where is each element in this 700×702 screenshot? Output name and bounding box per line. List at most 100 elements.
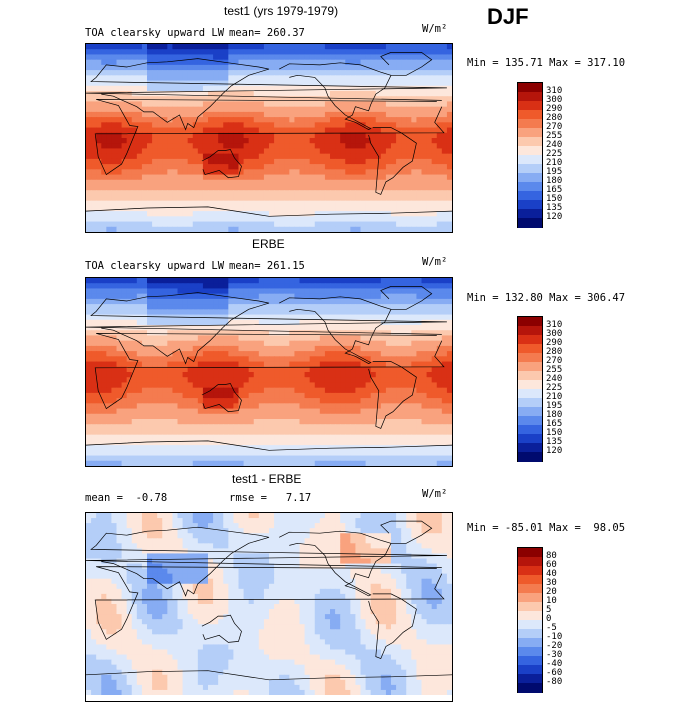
field-cell: [361, 278, 367, 284]
field-cell: [117, 294, 123, 300]
field-cell: [274, 175, 280, 181]
field-cell: [366, 211, 372, 217]
field-cell: [340, 148, 346, 154]
field-cell: [86, 117, 92, 123]
field-cell: [432, 304, 438, 310]
field-cell: [269, 362, 275, 368]
field-cell: [350, 227, 356, 232]
field-cell: [111, 424, 117, 430]
field-cell: [411, 356, 417, 362]
field-cell: [310, 164, 316, 170]
field-cell: [244, 335, 250, 341]
field-cell: [345, 143, 351, 149]
field-cell: [167, 304, 173, 310]
field-cell: [193, 388, 199, 394]
field-cell: [264, 143, 270, 149]
field-cell: [178, 138, 184, 144]
field-cell: [401, 351, 407, 357]
field-cell: [228, 414, 234, 420]
field-cell: [203, 101, 209, 107]
field-cell: [249, 346, 255, 352]
field-cell: [350, 143, 356, 149]
field-cell: [203, 185, 209, 191]
field-cell: [386, 299, 392, 305]
field-cell: [142, 372, 148, 378]
field-cell: [320, 377, 326, 383]
field-cell: [406, 435, 412, 441]
field-cell: [269, 70, 275, 76]
field-cell: [101, 128, 107, 134]
field-cell: [416, 107, 422, 113]
field-cell: [193, 86, 199, 92]
field-cell: [122, 372, 128, 378]
field-cell: [157, 440, 163, 446]
field-cell: [300, 49, 306, 55]
field-cell: [447, 54, 452, 60]
field-cell: [249, 44, 255, 50]
field-cell: [320, 346, 326, 352]
field-cell: [294, 138, 300, 144]
field-cell: [162, 169, 168, 175]
field-cell: [371, 372, 377, 378]
field-cell: [203, 304, 209, 310]
field-cell: [183, 117, 189, 123]
field-cell: [422, 101, 428, 107]
field-cell: [147, 362, 153, 368]
field-cell: [167, 382, 173, 388]
field-cell: [157, 180, 163, 186]
field-cell: [137, 154, 143, 160]
field-cell: [264, 304, 270, 310]
field-cell: [366, 175, 372, 181]
field-cell: [330, 201, 336, 207]
field-cell: [279, 128, 285, 134]
field-cell: [330, 288, 336, 294]
field-cell: [422, 288, 428, 294]
field-cell: [213, 227, 219, 232]
field-cell: [167, 414, 173, 420]
field-cell: [315, 341, 321, 347]
field-cell: [152, 96, 158, 102]
field-cell: [132, 185, 138, 191]
field-cell: [396, 440, 402, 446]
field-cell: [127, 330, 133, 336]
field-cell: [91, 424, 97, 430]
field-cell: [137, 159, 143, 165]
field-cell: [208, 75, 214, 81]
field-cell: [183, 330, 189, 336]
field-cell: [259, 419, 265, 425]
field-cell: [127, 81, 133, 87]
field-cell: [391, 216, 397, 222]
field-cell: [96, 346, 102, 352]
field-cell: [416, 195, 422, 201]
field-cell: [432, 440, 438, 446]
field-cell: [183, 216, 189, 222]
field-cell: [101, 60, 107, 66]
field-cell: [152, 414, 158, 420]
field-cell: [305, 195, 311, 201]
field-cell: [315, 154, 321, 160]
field-cell: [325, 49, 331, 55]
field-cell: [96, 190, 102, 196]
field-cell: [122, 185, 128, 191]
field-cell: [198, 190, 204, 196]
field-cell: [401, 91, 407, 97]
field-cell: [386, 211, 392, 217]
field-cell: [396, 351, 402, 357]
field-cell: [401, 377, 407, 383]
field-cell: [117, 424, 123, 430]
field-cell: [162, 341, 168, 347]
field-cell: [91, 164, 97, 170]
field-cell: [279, 351, 285, 357]
field-cell: [249, 435, 255, 441]
field-cell: [106, 180, 112, 186]
field-cell: [345, 180, 351, 186]
field-cell: [432, 341, 438, 347]
field-cell: [310, 86, 316, 92]
field-cell: [122, 403, 128, 409]
field-cell: [228, 65, 234, 71]
field-cell: [396, 419, 402, 425]
field-cell: [366, 206, 372, 212]
field-cell: [137, 382, 143, 388]
field-cell: [122, 164, 128, 170]
field-cell: [86, 398, 92, 404]
